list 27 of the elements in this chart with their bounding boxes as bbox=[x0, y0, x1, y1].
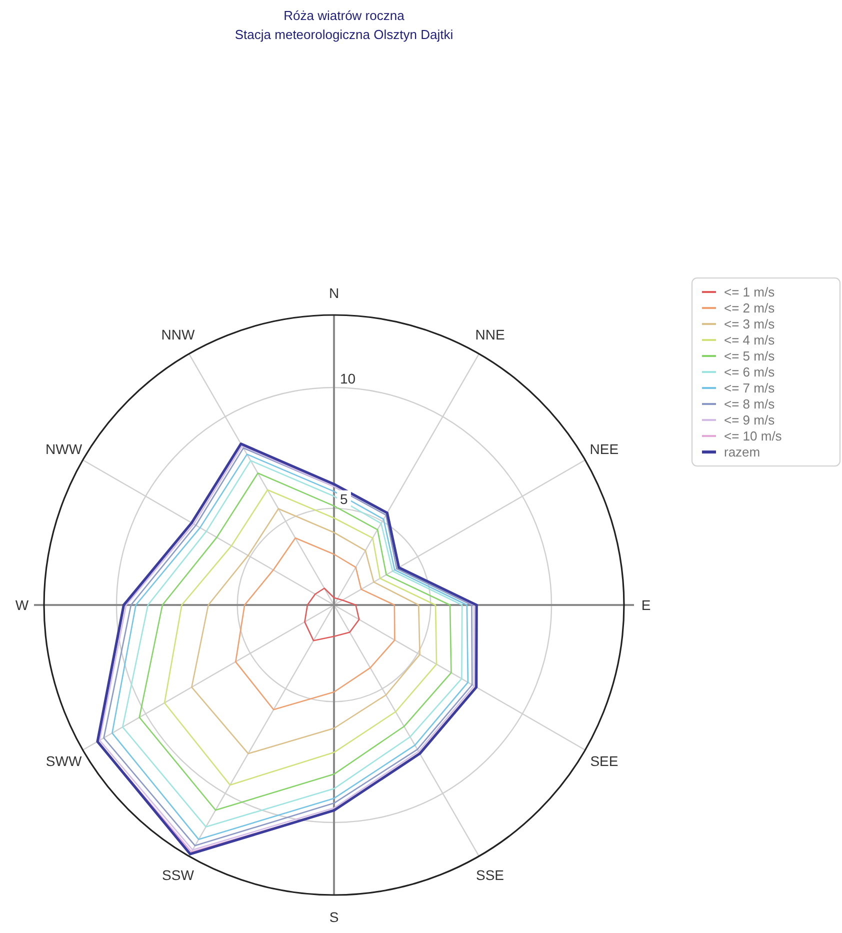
legend-label: <= 5 m/s bbox=[724, 348, 776, 364]
legend-label: razem bbox=[724, 444, 760, 460]
spoke-label: S bbox=[329, 908, 339, 925]
spoke-label: NEE bbox=[590, 440, 619, 457]
spoke-label: E bbox=[641, 596, 651, 613]
legend-label: <= 1 m/s bbox=[724, 284, 776, 300]
spoke-label: NWW bbox=[46, 440, 83, 457]
legend-label: <= 7 m/s bbox=[724, 380, 776, 396]
y-tick-label: 5 bbox=[340, 491, 348, 508]
spoke-label: SSE bbox=[476, 867, 504, 884]
y-tick-label: 10 bbox=[340, 370, 356, 386]
legend-label: <= 6 m/s bbox=[724, 364, 776, 380]
legend-label: <= 4 m/s bbox=[724, 332, 776, 348]
spoke-label: W bbox=[15, 596, 30, 613]
chart-subtitle: Stacja meteorologiczna Olsztyn Dajtki bbox=[234, 27, 454, 42]
spoke-label: NNW bbox=[161, 326, 196, 343]
legend-label: <= 9 m/s bbox=[724, 412, 776, 428]
spoke-label: SEE bbox=[590, 752, 618, 769]
legend-label: <= 2 m/s bbox=[724, 300, 776, 316]
spoke-label: NNE bbox=[475, 326, 505, 343]
legend-label: <= 10 m/s bbox=[724, 428, 782, 444]
legend-label: <= 8 m/s bbox=[724, 396, 776, 412]
legend-label: <= 3 m/s bbox=[724, 316, 776, 332]
spoke-label: N bbox=[328, 284, 340, 301]
spoke-label: SWW bbox=[46, 752, 82, 769]
spoke-label: SSW bbox=[162, 867, 195, 884]
chart-title: Róża wiatrów roczna bbox=[284, 8, 406, 23]
